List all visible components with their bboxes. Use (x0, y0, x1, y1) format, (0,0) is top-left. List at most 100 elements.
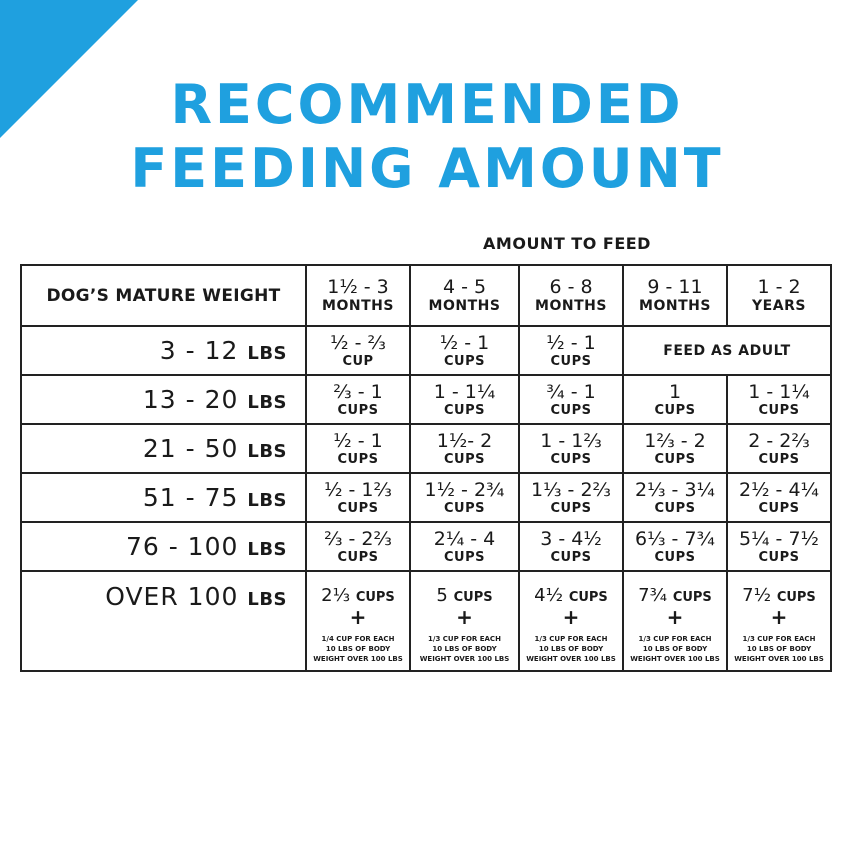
amount-cell: 2 - 2⅔ CUPS (726, 423, 832, 474)
amount-cell: 2¼ - 4 CUPS (409, 521, 520, 572)
amount-cell: ¾ - 1 CUPS (518, 374, 624, 425)
amount-cell: ½ - 1 CUPS (409, 325, 520, 376)
table-header-row: DOG’S MATURE WEIGHT 1½ - 3 MONTHS 4 - 5 MO… (20, 264, 832, 327)
amount-cell: ⅔ - 2⅔ CUPS (305, 521, 411, 572)
amount-unit: CUPS (337, 549, 379, 565)
table-row: 51 - 75 LBS ½ - 1⅔ CUPS 1½ - 2¾ CUPS 1⅓ - … (20, 472, 832, 523)
amount-cell: 1 CUPS (622, 374, 728, 425)
amount-unit: CUPS (758, 549, 800, 565)
amount-cell: 2½ - 4¼ CUPS (726, 472, 832, 523)
amount-unit: CUPS (776, 590, 816, 605)
age-range: 1½ - 3 (327, 276, 389, 298)
amount-value: 1⅔ - 2 (644, 429, 706, 452)
amount-cell: ½ - 1⅔ CUPS (305, 472, 411, 523)
amount-cell: 1 - 1¼ CUPS (726, 374, 832, 425)
amount-cell: 1 - 1⅔ CUPS (518, 423, 624, 474)
amount-value: 2 - 2⅔ (748, 429, 810, 452)
amount-unit: CUPS (758, 402, 800, 418)
amount-cell: ½ - 1 CUPS (518, 325, 624, 376)
amount-cell: 2⅓ - 3¼ CUPS (622, 472, 728, 523)
extra-amount-note: 1/3 CUP FOR EACH 10 LBS OF BODY WEIGHT OVE… (419, 635, 510, 663)
amount-cell: 5¼ - 7½ CUPS (726, 521, 832, 572)
amount-unit: CUPS (568, 590, 608, 605)
amount-to-feed-heading: AMOUNT TO FEED (483, 234, 651, 253)
age-range: 9 - 11 (647, 276, 703, 298)
amount-value: 1½- 2 (436, 429, 493, 452)
amount-cell: 6⅓ - 7¾ CUPS (622, 521, 728, 572)
amount-value: ½ - 1 (333, 429, 383, 452)
weight-unit: LBS (247, 441, 287, 462)
age-unit: MONTHS (322, 298, 394, 314)
plus-sign: + (770, 605, 788, 629)
amount-unit: CUPS (550, 402, 592, 418)
extra-amount-note: 1/4 CUP FOR EACH 10 LBS OF BODY WEIGHT OVE… (313, 635, 403, 663)
amount-value: ⅔ - 2⅔ (324, 527, 392, 550)
amount-value: ⅔ - 1 (333, 380, 383, 403)
age-header: 1½ - 3 MONTHS (305, 264, 411, 327)
over-amount-cell: 4½ CUPS + 1/3 CUP FOR EACH 10 LBS OF BODY… (518, 570, 624, 672)
weight-range: OVER 100 (105, 582, 239, 611)
age-header: 6 - 8 MONTHS (518, 264, 624, 327)
amount-unit: CUP (342, 353, 374, 369)
amount-unit: CUPS (672, 590, 712, 605)
amount-value: 2⅓ - 3¼ (635, 478, 715, 501)
table-row: 76 - 100 LBS ⅔ - 2⅔ CUPS 2¼ - 4 CUPS 3 - 4… (20, 521, 832, 572)
weight-unit: LBS (247, 539, 287, 560)
weight-unit: LBS (247, 392, 287, 413)
amount-cell: ⅔ - 1 CUPS (305, 374, 411, 425)
over-amount-cell: 7¾ CUPS + 1/3 CUP FOR EACH 10 LBS OF BODY… (622, 570, 728, 672)
age-unit: MONTHS (535, 298, 607, 314)
corner-triangle-decoration (0, 0, 138, 138)
amount-unit: CUPS (453, 590, 493, 605)
extra-amount-note: 1/3 CUP FOR EACH 10 LBS OF BODY WEIGHT OVE… (526, 635, 616, 663)
amount-unit: CUPS (550, 500, 592, 516)
amount-value: 1 - 1¼ (433, 380, 496, 403)
weight-column-header: DOG’S MATURE WEIGHT (20, 264, 307, 327)
feeding-table: DOG’S MATURE WEIGHT 1½ - 3 MONTHS 4 - 5 MO… (20, 264, 832, 672)
amount-value: 2½ - 4¼ (739, 478, 819, 501)
amount-cell: 1 - 1¼ CUPS (409, 374, 520, 425)
amount-unit: CUPS (444, 451, 485, 467)
age-header: 4 - 5 MONTHS (409, 264, 520, 327)
weight-cell: 76 - 100 LBS (20, 521, 307, 572)
extra-amount-note: 1/3 CUP FOR EACH 10 LBS OF BODY WEIGHT OVE… (630, 635, 720, 663)
amount-value: 1 (668, 380, 682, 403)
weight-cell: OVER 100 LBS (20, 570, 307, 672)
age-range: 6 - 8 (549, 276, 593, 298)
amount-value: 2¼ - 4 (433, 527, 496, 550)
amount-value: 5 (436, 585, 448, 606)
table-row: 21 - 50 LBS ½ - 1 CUPS 1½- 2 CUPS 1 - 1⅔ CU… (20, 423, 832, 474)
amount-value: ½ - 1 (546, 331, 596, 354)
title-line-2: FEEDING AMOUNT (130, 137, 724, 200)
age-range: 1 - 2 (757, 276, 801, 298)
amount-unit: CUPS (550, 549, 592, 565)
weight-cell: 51 - 75 LBS (20, 472, 307, 523)
age-unit: MONTHS (428, 298, 501, 314)
amount-unit: CUPS (550, 353, 592, 369)
weight-range: 51 - 75 (142, 483, 239, 512)
weight-unit: LBS (247, 343, 287, 364)
plus-sign: + (666, 605, 684, 629)
amount-unit: CUPS (444, 549, 485, 565)
title-line-1: RECOMMENDED (170, 73, 684, 136)
amount-value: 1½ - 2¾ (424, 478, 505, 501)
amount-unit: CUPS (654, 402, 696, 418)
amount-cell: ½ - 1 CUPS (305, 423, 411, 474)
amount-value: ½ - 1⅔ (324, 478, 392, 501)
plus-sign: + (456, 605, 473, 629)
over-amount-cell: 5 CUPS + 1/3 CUP FOR EACH 10 LBS OF BODY W… (409, 570, 520, 672)
weight-unit: LBS (247, 490, 287, 511)
amount-cell: 3 - 4½ CUPS (518, 521, 624, 572)
weight-range: 3 - 12 (159, 336, 239, 365)
amount-unit: CUPS (444, 353, 485, 369)
amount-value: 2⅓ (321, 585, 351, 606)
amount-value: 1 - 1⅔ (540, 429, 602, 452)
weight-cell: 3 - 12 LBS (20, 325, 307, 376)
amount-unit: CUPS (758, 500, 800, 516)
amount-cell: 1½- 2 CUPS (409, 423, 520, 474)
amount-value: 1⅓ - 2⅔ (531, 478, 611, 501)
weight-cell: 21 - 50 LBS (20, 423, 307, 474)
age-header: 1 - 2 YEARS (726, 264, 832, 327)
table-row: 3 - 12 LBS ½ - ⅔ CUP ½ - 1 CUPS ½ - 1 CUPS … (20, 325, 832, 376)
amount-value: ½ - ⅔ (330, 331, 386, 354)
